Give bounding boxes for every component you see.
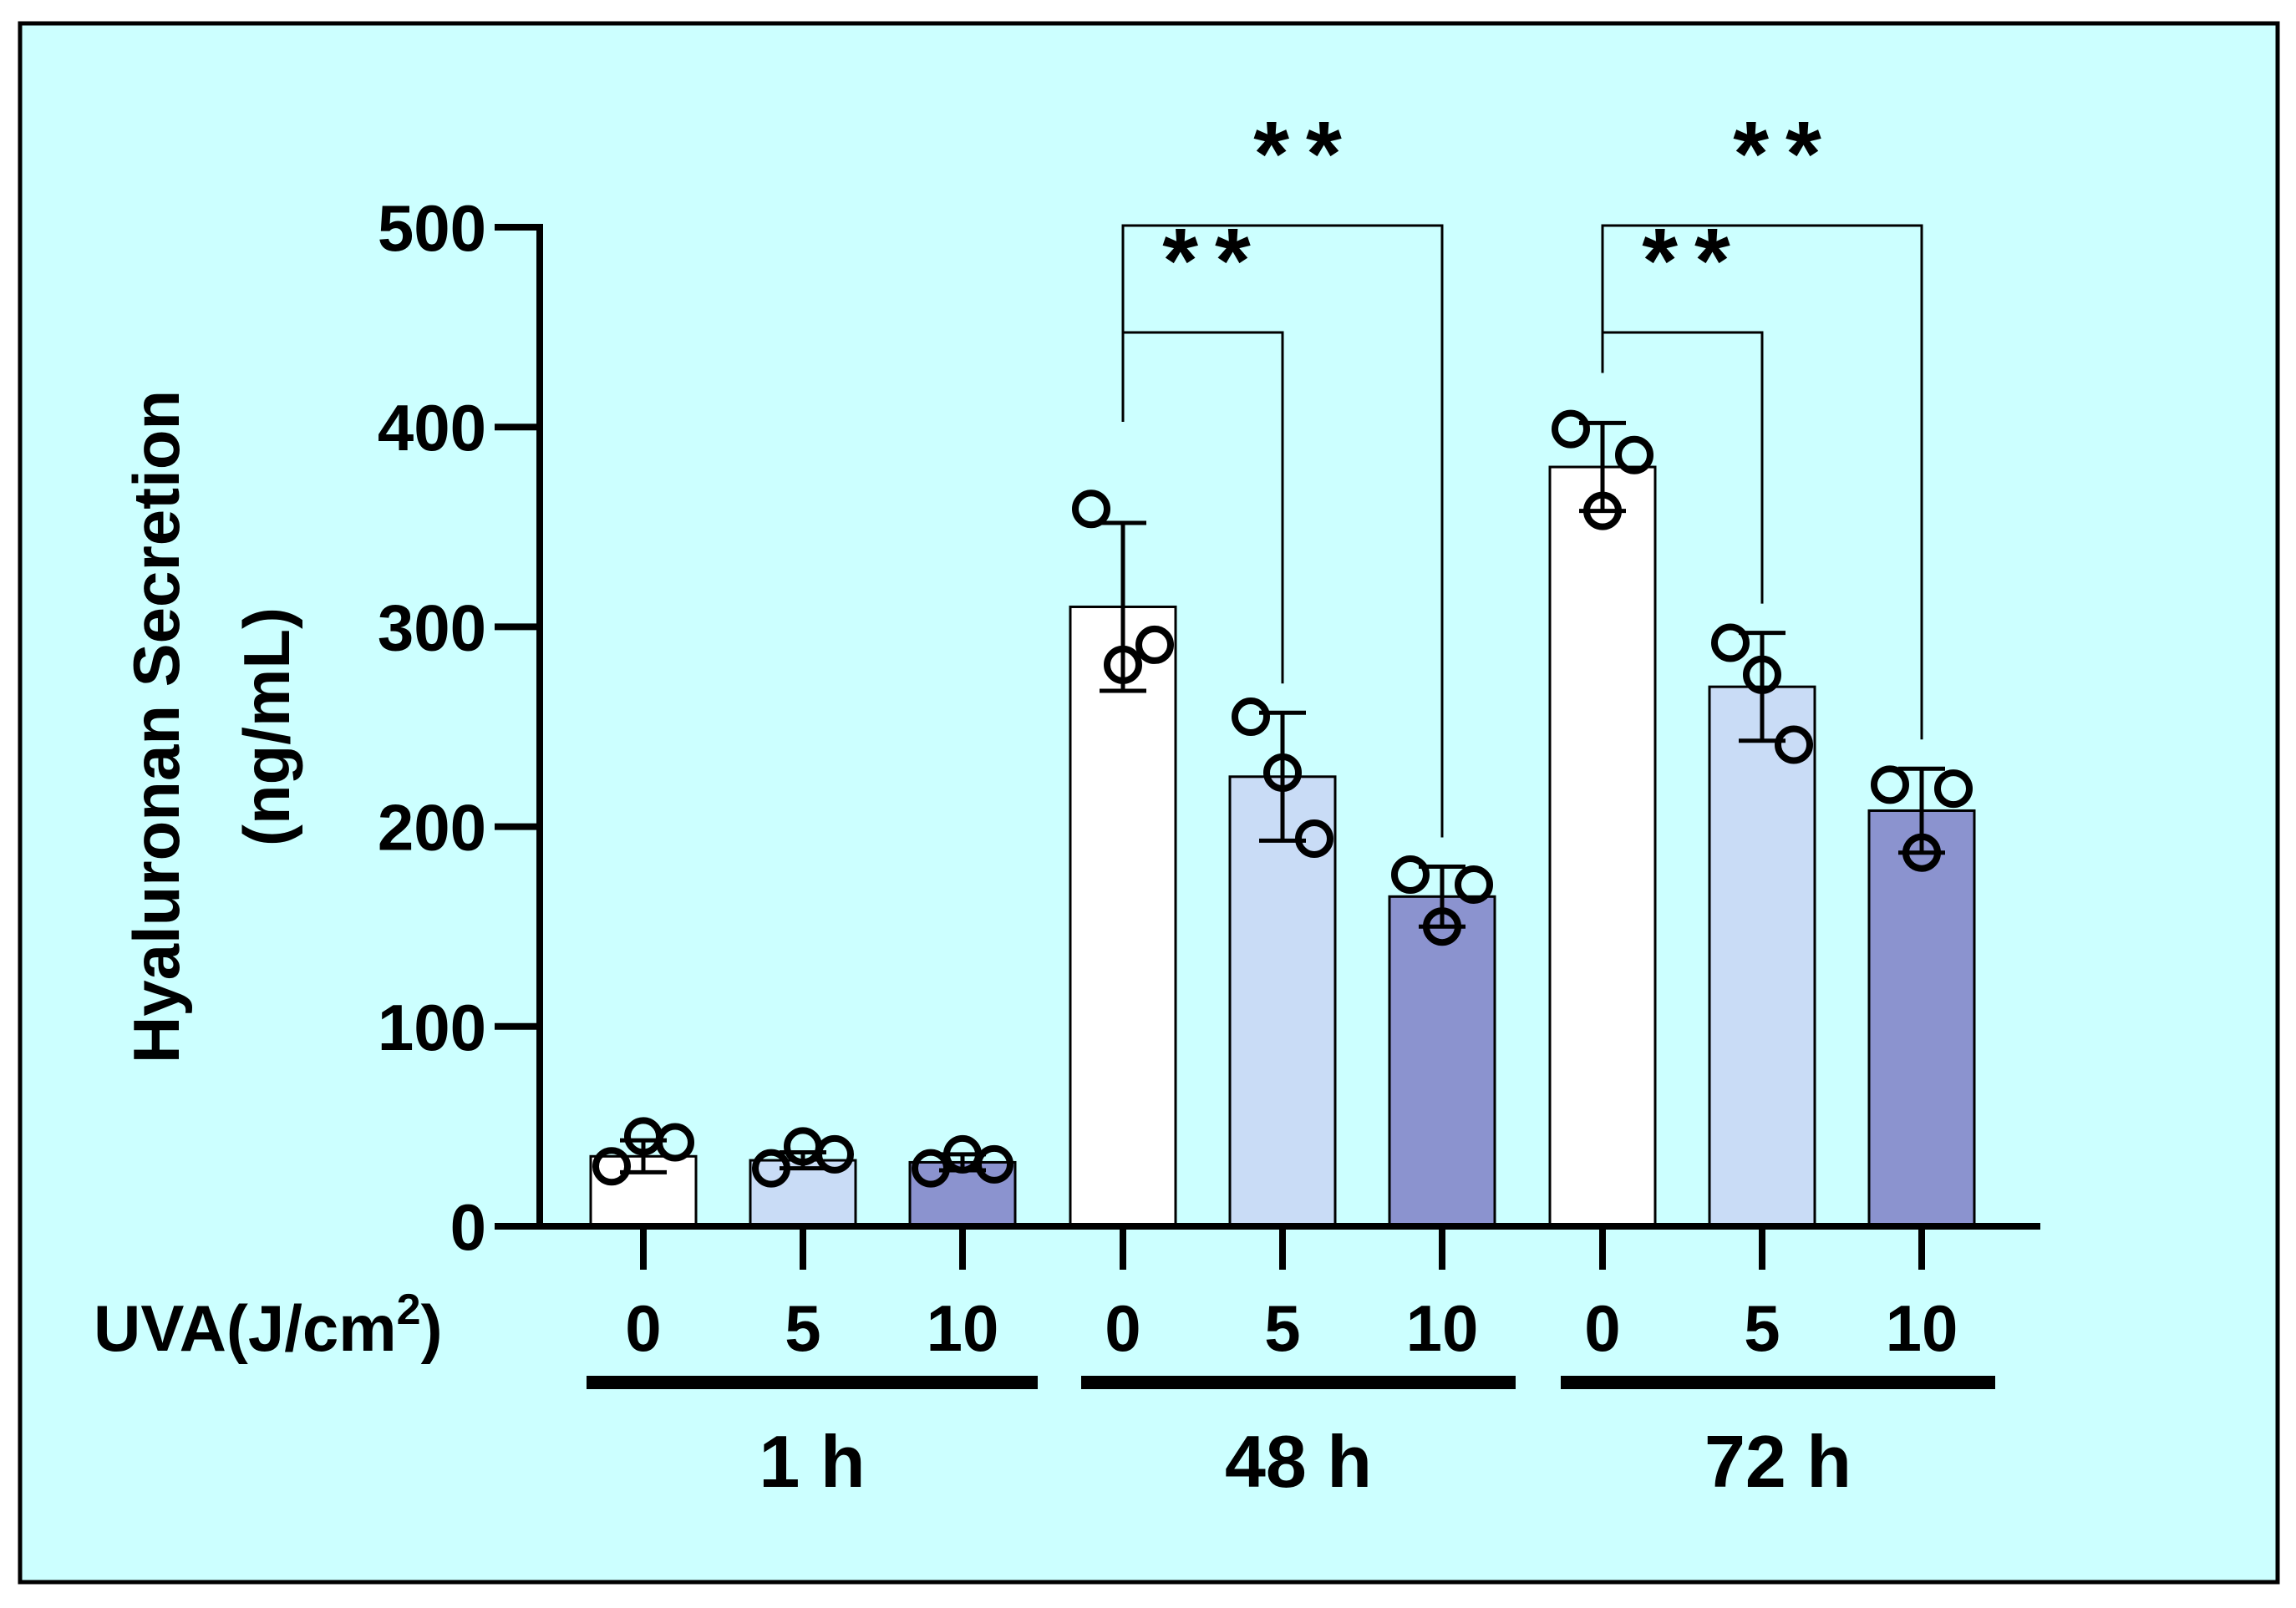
data-point — [1232, 697, 1270, 737]
x-axis-title: UVA(J/cm2) — [94, 1286, 443, 1365]
axes-layer: 0 5 10 1 h 0 5 10 48 h 0 5 10 72 h 0 100 200 300 400 500 — [378, 191, 2040, 1503]
data-point — [815, 1134, 854, 1174]
points-layer — [592, 409, 1973, 1188]
group-label-1h: 1 h — [759, 1420, 865, 1503]
data-point — [1934, 769, 1973, 809]
data-point — [1552, 409, 1590, 449]
x-tick-label-uva: 0 — [625, 1291, 661, 1365]
bar-1h-uva10 — [908, 1160, 1017, 1228]
y-tick-label: 300 — [378, 591, 486, 664]
y-axis-title-line1: Hyaluronan Secretion — [119, 390, 193, 1063]
group-label-72h: 72 h — [1704, 1420, 1852, 1503]
significance-label: ** — [1253, 103, 1359, 205]
x-tick-label-uva: 5 — [1744, 1291, 1780, 1365]
x-axis-title-main: UVA(J/cm — [94, 1291, 397, 1365]
y-tick-label: 500 — [378, 191, 486, 265]
y-tick-label: 100 — [378, 991, 486, 1064]
data-point — [912, 1149, 950, 1188]
y-tick-label: 400 — [378, 391, 486, 464]
data-point — [1295, 819, 1333, 858]
data-point — [1583, 491, 1622, 530]
data-point — [1263, 753, 1302, 793]
data-point — [1902, 833, 1941, 872]
x-tick-label-uva: 10 — [927, 1291, 999, 1365]
data-point — [1711, 623, 1750, 662]
data-point — [656, 1123, 694, 1162]
data-point — [1775, 725, 1813, 764]
x-tick-label-uva: 0 — [1105, 1291, 1140, 1365]
data-point — [1072, 490, 1110, 529]
bar-72h-uva0 — [1548, 465, 1657, 1228]
x-tick-label-uva: 10 — [1886, 1291, 1958, 1365]
data-point — [592, 1147, 631, 1186]
data-point — [1455, 865, 1493, 904]
data-point — [1423, 907, 1461, 946]
significance-layer: ******** — [1121, 103, 1923, 838]
x-tick-label-uva: 5 — [1264, 1291, 1300, 1365]
x-tick-label-uva: 5 — [785, 1291, 820, 1365]
x-axis-title-superscript: 2 — [397, 1286, 421, 1334]
bar-72h-uva10 — [1867, 809, 1976, 1228]
bar-48h-uva5 — [1228, 775, 1337, 1228]
group-label-48h: 48 h — [1225, 1420, 1372, 1503]
data-point — [752, 1149, 790, 1188]
data-point — [1104, 645, 1142, 684]
bars-layer — [589, 465, 1976, 1228]
significance-bracket — [1601, 224, 1923, 740]
y-tick-label: 200 — [378, 791, 486, 865]
data-point — [1871, 765, 1909, 804]
y-tick-label: 0 — [450, 1190, 486, 1264]
data-point — [975, 1144, 1013, 1184]
labels-layer: Hyaluronan Secretion (ng/mL) UVA(J/cm2) — [94, 390, 443, 1365]
y-axis-title-line2: (ng/mL) — [230, 607, 303, 846]
significance-label: ** — [1733, 103, 1838, 205]
significance-bracket — [1121, 224, 1444, 838]
bar-72h-uva5 — [1708, 685, 1816, 1228]
x-tick-label-uva: 0 — [1584, 1291, 1620, 1365]
x-tick-label-uva: 10 — [1406, 1291, 1479, 1365]
data-point — [1743, 655, 1781, 694]
data-point — [1615, 435, 1653, 474]
x-axis-title-close: ) — [421, 1291, 443, 1365]
bar-48h-uva10 — [1388, 895, 1496, 1228]
data-point — [1135, 625, 1174, 664]
data-point — [1391, 855, 1430, 895]
bar-48h-uva0 — [1069, 605, 1177, 1228]
